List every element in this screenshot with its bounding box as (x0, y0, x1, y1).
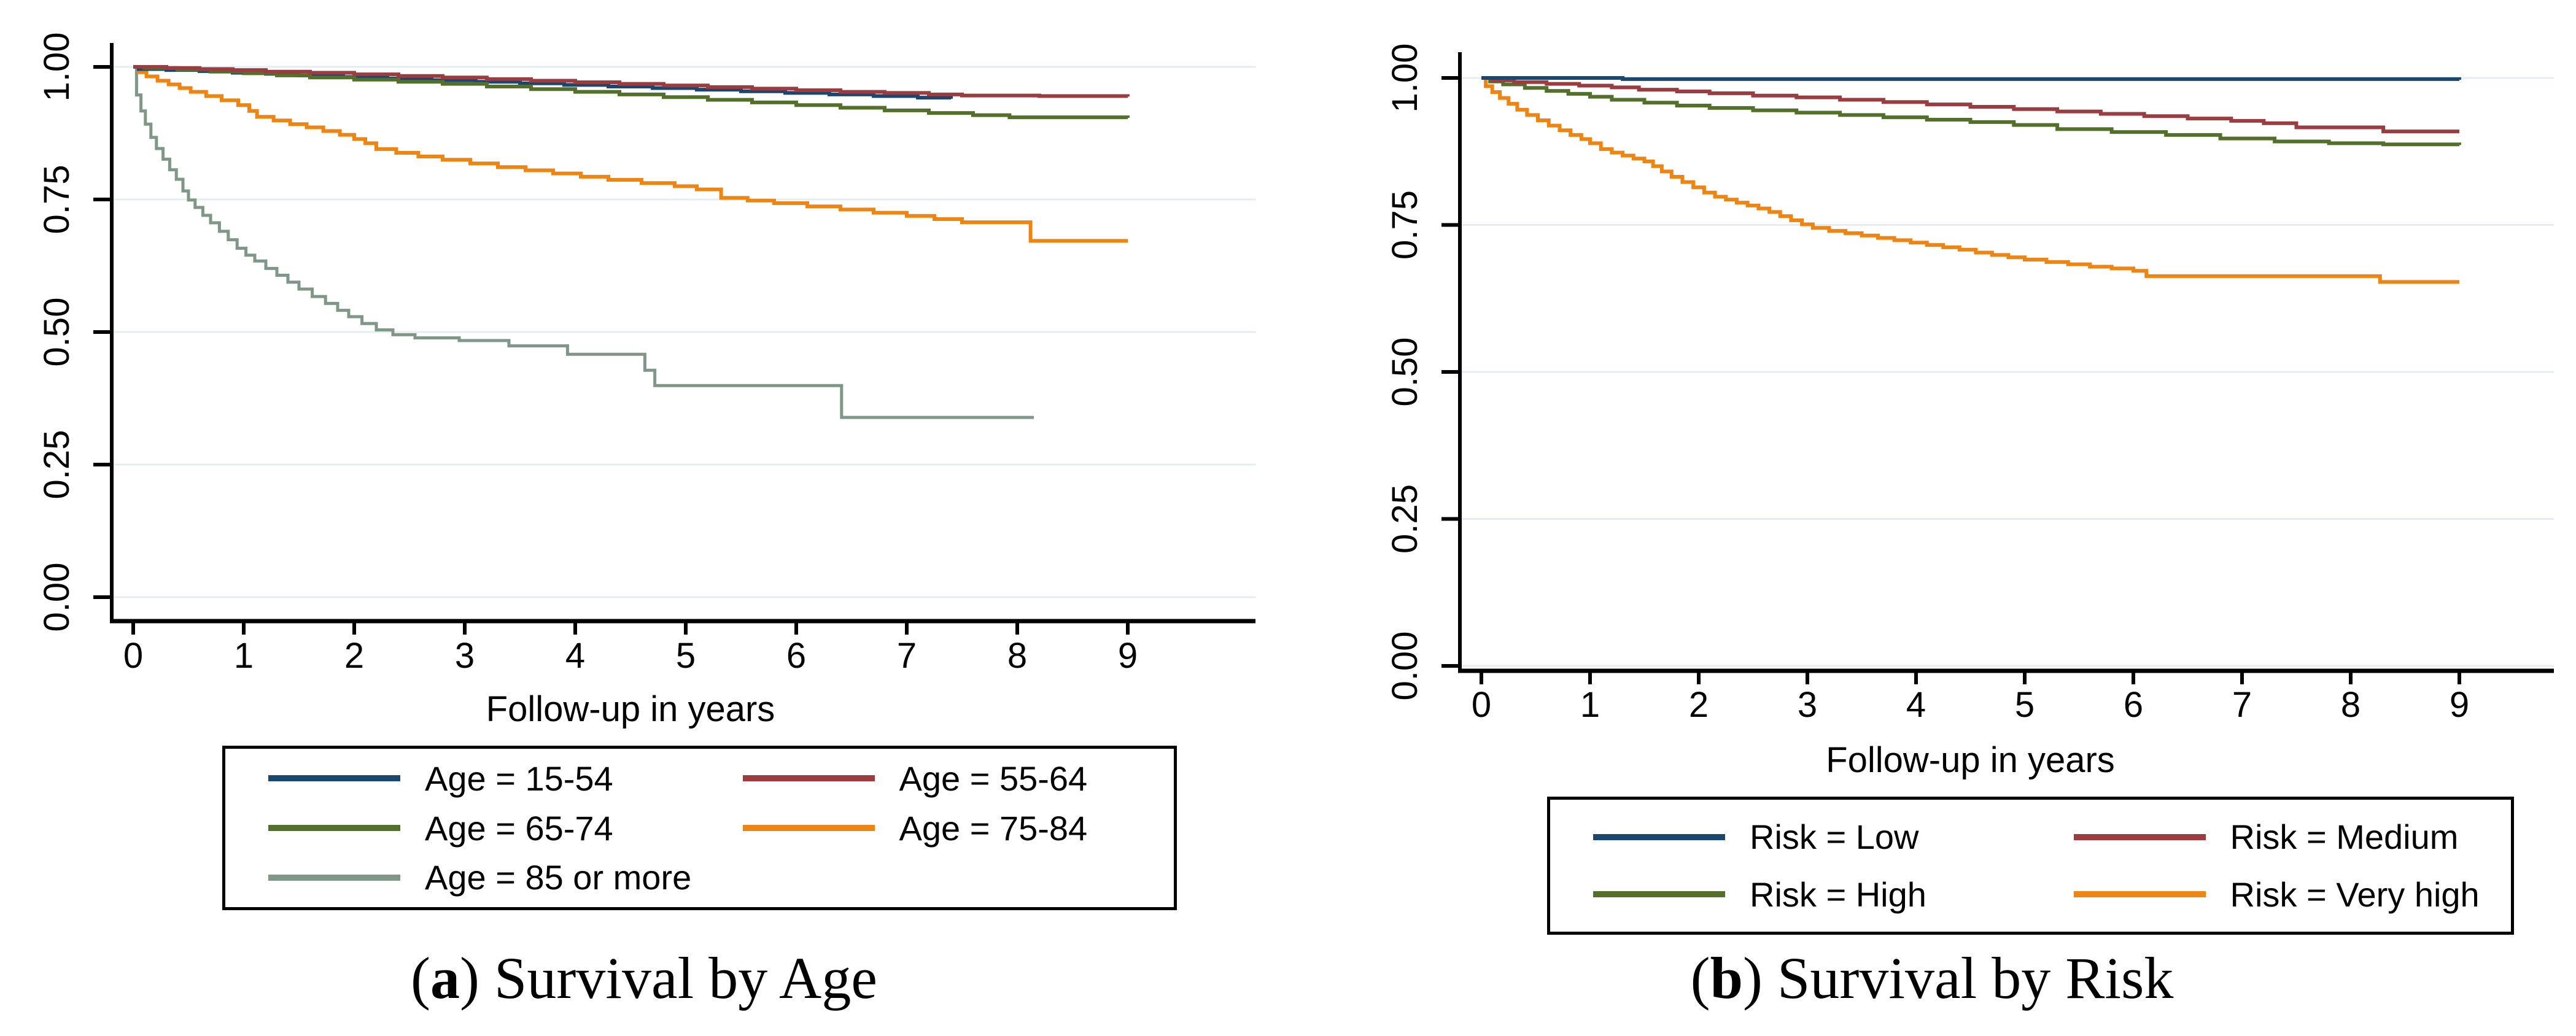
km-curve-age-65-74 (133, 65, 1130, 120)
x-tick-label: 0 (123, 636, 143, 676)
km-curve-age-85-or-more (133, 65, 1034, 419)
km-curve-risk-very-high (1481, 76, 2459, 284)
caption-letter-b: b (1710, 945, 1743, 1011)
legend-swatch-age-65-74 (268, 825, 400, 831)
y-tick-label: 0.25 (1385, 484, 1425, 554)
x-tick-label: 5 (676, 636, 696, 676)
legend-label: Risk = High (1750, 875, 1926, 914)
legend-entry-age-15-54: Age = 15-54 (225, 759, 700, 798)
caption-letter-a: a (430, 945, 460, 1011)
legend-swatch-risk-very-high (2073, 891, 2206, 898)
x-axis-title: Follow-up in years (1826, 740, 2115, 780)
km-curve-risk-high (1481, 76, 2461, 147)
km-curve-age-55-64 (133, 65, 1130, 98)
y-tick-label: 1.00 (37, 33, 77, 102)
legend-entry-risk-very-high: Risk = Very high (2031, 875, 2512, 914)
x-tick-label: 8 (2341, 685, 2361, 725)
y-tick-label: 0.25 (37, 430, 77, 500)
legend-swatch-age-85-or-more (268, 874, 400, 881)
x-tick-label: 3 (1798, 685, 1817, 725)
km-curve-risk-low (1481, 76, 2461, 81)
x-tick-label: 3 (455, 636, 475, 676)
legend-entry-age-75-84: Age = 75-84 (700, 808, 1174, 848)
legend-swatch-risk-high (1593, 891, 1725, 898)
x-tick-label: 4 (1906, 685, 1926, 725)
legend-label: Age = 65-74 (425, 808, 613, 848)
x-tick-label: 1 (1580, 685, 1600, 725)
legend-swatch-age-15-54 (268, 775, 400, 782)
y-tick-label: 0.75 (1385, 190, 1425, 260)
x-tick-label: 6 (2124, 685, 2143, 725)
y-tick-label: 0.50 (1385, 338, 1425, 407)
legend-label: Age = 15-54 (425, 759, 613, 798)
km-curve-risk-medium (1481, 76, 2459, 134)
panel-risk-plot: 0.00 0.25 0.50 0.75 1.00 0 1 2 3 4 5 6 7 8 9 Follow-up … (1385, 44, 2554, 780)
km-curve-age-75-84 (133, 65, 1128, 243)
y-tick-label: 0.75 (37, 165, 77, 234)
x-axis-title: Follow-up in years (486, 689, 775, 729)
legend-swatch-age-75-84 (742, 825, 875, 831)
x-tick-label: 6 (786, 636, 806, 676)
caption-text-b: Survival by Risk (1777, 945, 2174, 1011)
legend-entry-risk-medium: Risk = Medium (2031, 817, 2512, 857)
legend-swatch-risk-medium (2073, 833, 2206, 840)
legend-swatch-age-55-64 (742, 775, 875, 782)
panel-age-plot: 0.00 0.25 0.50 0.75 1.00 0 1 2 3 4 5 6 7 8 9 Follow-up … (37, 33, 1255, 729)
legend-swatch-risk-low (1593, 833, 1725, 840)
x-tick-label: 2 (1689, 685, 1709, 725)
y-tick-label: 0.50 (37, 298, 77, 367)
legend-entry-age-55-64: Age = 55-64 (700, 759, 1174, 798)
legend-label: Risk = Medium (2230, 818, 2459, 857)
legend-label: Risk = Low (1750, 818, 1919, 857)
legend-entry-risk-low: Risk = Low (1550, 817, 2031, 857)
y-tick-label: 0.00 (1385, 632, 1425, 701)
x-tick-label: 4 (565, 636, 585, 676)
legend-label: Age = 85 or more (425, 858, 692, 897)
x-tick-label: 7 (2232, 685, 2252, 725)
legend-age: Age = 15-54 Age = 55-64 Age = 65-74 Age = 7… (222, 746, 1177, 910)
legend-label: Age = 55-64 (899, 759, 1088, 798)
legend-entry-age-85-or-more: Age = 85 or more (225, 857, 700, 897)
x-tick-label: 5 (2015, 685, 2035, 725)
legend-entry-risk-high: Risk = High (1550, 875, 2031, 914)
caption-text-a: Survival by Age (494, 945, 877, 1011)
x-tick-label: 1 (234, 636, 254, 676)
x-tick-label: 0 (1472, 685, 1491, 725)
caption-survival-by-age: (a) Survival by Age (411, 945, 877, 1011)
legend-entry-age-65-74: Age = 65-74 (225, 808, 700, 848)
legend-label: Age = 75-84 (899, 808, 1088, 848)
y-tick-label: 0.00 (37, 563, 77, 632)
x-tick-label: 9 (1118, 636, 1138, 676)
legend-risk: Risk = Low Risk = Medium Risk = High Risk =… (1547, 797, 2514, 935)
x-tick-label: 9 (2450, 685, 2469, 725)
y-tick-label: 1.00 (1385, 44, 1425, 113)
x-tick-label: 2 (344, 636, 364, 676)
legend-label: Risk = Very high (2230, 875, 2480, 914)
x-tick-label: 7 (897, 636, 917, 676)
x-tick-label: 8 (1007, 636, 1027, 676)
caption-survival-by-risk: (b) Survival by Risk (1690, 945, 2174, 1011)
